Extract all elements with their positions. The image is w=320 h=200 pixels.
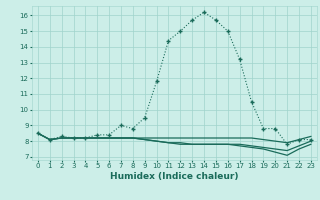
X-axis label: Humidex (Indice chaleur): Humidex (Indice chaleur) bbox=[110, 172, 239, 181]
